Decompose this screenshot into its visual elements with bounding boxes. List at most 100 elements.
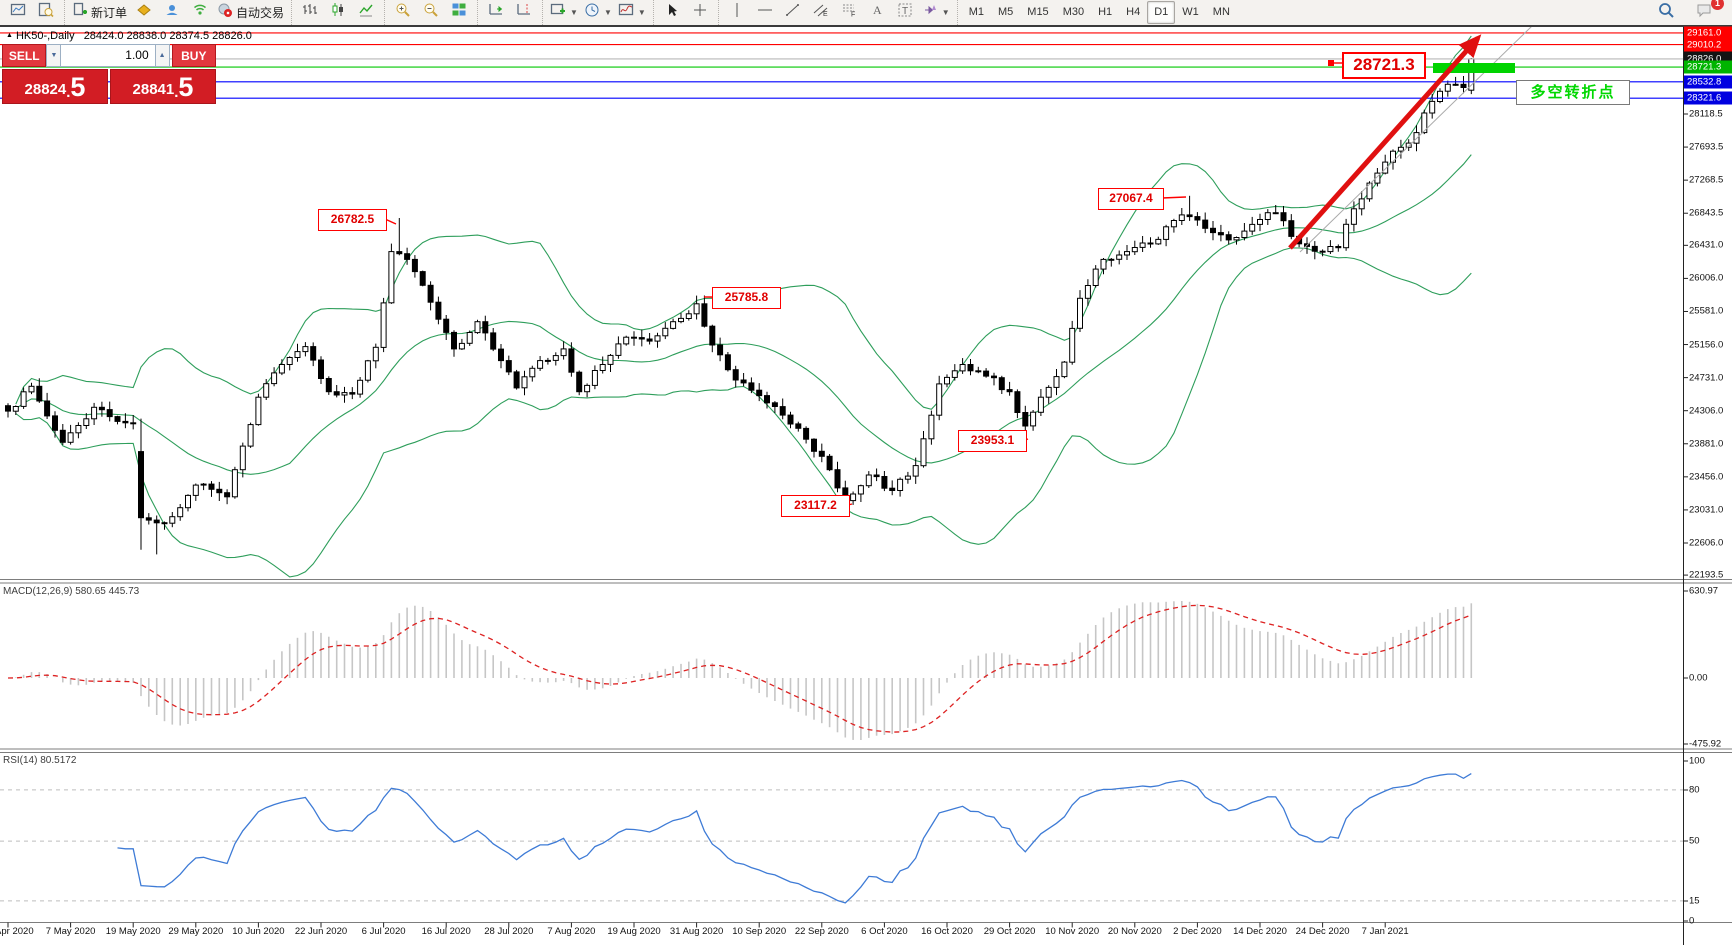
macd-tick-label[interactable]: 630.97 [1689,585,1719,597]
timeframe-m15[interactable]: M15 [1027,6,1049,18]
market-watch-icon[interactable] [32,1,60,24]
price-annotation[interactable]: 25785.8 [712,287,781,309]
community-icon[interactable] [158,1,186,24]
price-tick-label[interactable]: 28118.5 [1689,108,1723,120]
macd-tick-label[interactable]: -475.92 [1689,738,1722,750]
date-tick-label[interactable]: 10 Nov 2020 [1045,926,1100,937]
date-tick-label[interactable]: 29 Oct 2020 [983,926,1036,937]
timeframe-mn[interactable]: MN [1212,6,1230,18]
metaeditor-icon[interactable] [130,1,158,24]
equidistant-channel-icon[interactable]: E [807,1,835,24]
new-chart-icon[interactable]: ▼ [547,1,581,24]
timeframe-h4[interactable]: H4 [1126,6,1141,18]
price-pane[interactable] [5,35,1475,578]
chart-window-icon[interactable] [4,1,32,24]
date-tick-label[interactable]: 24 Dec 2020 [1295,926,1350,937]
date-tick-label[interactable]: 29 May 2020 [168,926,224,937]
sell-button[interactable]: SELL [2,44,47,67]
date-tick-label[interactable]: 2 Dec 2020 [1173,926,1222,937]
rsi-tick-label[interactable]: 15 [1689,895,1700,907]
pane-separator[interactable] [0,748,1732,753]
price-annotation[interactable]: 23953.1 [958,430,1027,452]
timeframe-d1[interactable]: D1 [1147,1,1176,24]
autotrading-button[interactable]: 自动交易 [214,1,287,24]
price-tick-label[interactable]: 27693.5 [1689,141,1724,153]
lot-increase-button[interactable]: ▲ [154,44,170,67]
timeframe-m30[interactable]: M30 [1062,6,1085,18]
rsi-tick-label[interactable]: 80 [1689,784,1700,796]
date-tick-label[interactable]: 7 Jan 2021 [1361,926,1409,937]
date-tick-label[interactable]: 19 May 2020 [105,926,161,937]
vertical-line-icon[interactable] [723,1,751,24]
turning-point-note[interactable]: 多空转折点 [1516,80,1630,105]
price-annotation[interactable]: 28721.3 [1342,52,1426,79]
date-tick-label[interactable]: 6 Jul 2020 [361,926,406,937]
timeframe-w1[interactable]: W1 [1182,6,1199,18]
macd-tick-label[interactable]: 0.00 [1689,672,1708,684]
signals-icon[interactable] [186,1,214,24]
sell-price-display[interactable]: 28824. 5 [2,69,108,104]
red-trend-arrow[interactable] [1288,34,1482,250]
trendline-icon[interactable] [779,1,807,24]
price-tick-label[interactable]: 26006.0 [1689,272,1724,284]
price-annotation[interactable]: 27067.4 [1098,188,1164,210]
date-tick-label[interactable]: 10 Jun 2020 [232,926,285,937]
timeframe-m1[interactable]: M1 [968,6,984,18]
date-tick-label[interactable]: 28 Jul 2020 [484,926,534,937]
date-tick-label[interactable]: 19 Aug 2020 [607,926,661,937]
buy-price-display[interactable]: 28841. 5 [110,69,216,104]
date-tick-label[interactable]: 6 Oct 2020 [861,926,908,937]
chat-button[interactable]: 1 [1690,0,1724,24]
date-tick-label[interactable]: 14 Dec 2020 [1233,926,1287,937]
shapes-icon[interactable]: ▼ [919,1,953,24]
crosshair-icon[interactable] [686,1,714,24]
date-tick-label[interactable]: 10 Sep 2020 [732,926,787,937]
timeframe-h1[interactable]: H1 [1098,6,1113,18]
tile-windows-icon[interactable] [445,1,473,24]
date-tick-label[interactable]: 16 Jul 2020 [421,926,471,937]
period-presets-icon[interactable]: ▼ [581,1,615,24]
timeframe-m5[interactable]: M5 [998,6,1014,18]
price-tick-label[interactable]: 22193.5 [1689,569,1724,581]
date-tick-label[interactable]: 22 Jun 2020 [294,926,348,937]
date-tick-label[interactable]: 22 Sep 2020 [794,926,849,937]
bar-chart-icon[interactable] [296,1,324,24]
lot-size-input[interactable]: 1.00 [61,44,155,67]
new-order-button[interactable]: 新订单 [69,1,130,24]
chart-shift-icon[interactable] [510,1,538,24]
price-tick-label[interactable]: 23881.0 [1689,438,1724,450]
text-label-icon[interactable]: T [891,1,919,24]
line-chart-icon[interactable] [352,1,380,24]
price-tick-label[interactable]: 24306.0 [1689,405,1724,417]
zoom-in-icon[interactable] [389,1,417,24]
price-annotation[interactable]: 23117.2 [781,495,850,517]
horizontal-line-icon[interactable] [751,1,779,24]
price-tick-label[interactable]: 23456.0 [1689,471,1724,483]
green-zone-bar[interactable] [1433,63,1515,73]
indicators-icon[interactable]: ▼ [615,1,649,24]
price-tick-label[interactable]: 23031.0 [1689,504,1724,516]
price-tick-label[interactable]: 24731.0 [1689,372,1724,384]
cursor-icon[interactable] [658,1,686,24]
search-button[interactable] [1652,1,1680,24]
rsi-tick-label[interactable]: 50 [1689,835,1700,847]
price-tick-label[interactable]: 25156.0 [1689,339,1724,351]
buy-button[interactable]: BUY [171,44,217,67]
price-tick-label[interactable]: 22606.0 [1689,537,1724,549]
date-tick-label[interactable]: 16 Oct 2020 [921,926,973,937]
chart-canvas[interactable]: ▲ HK50-,Daily 28424.0 28838.0 28374.5 288… [0,26,1732,945]
date-tick-label[interactable]: 20 Nov 2020 [1107,926,1162,937]
price-tick-label[interactable]: 26843.5 [1689,207,1724,219]
collapse-marker-icon[interactable]: ▲ [6,32,13,39]
candlestick-chart-icon[interactable] [324,1,352,24]
date-tick-label[interactable]: 23 Apr 2020 [0,926,34,937]
price-tick-label[interactable]: 25581.0 [1689,305,1724,317]
fibonacci-icon[interactable]: F [835,1,863,24]
rsi-pane[interactable] [0,773,1683,904]
text-icon[interactable]: A [863,1,891,24]
date-tick-label[interactable]: 7 Aug 2020 [547,926,596,937]
macd-pane[interactable] [7,601,1473,740]
price-tick-label[interactable]: 27268.5 [1689,174,1724,186]
rsi-tick-label[interactable]: 100 [1689,755,1705,767]
price-tick-label[interactable]: 26431.0 [1689,239,1724,251]
